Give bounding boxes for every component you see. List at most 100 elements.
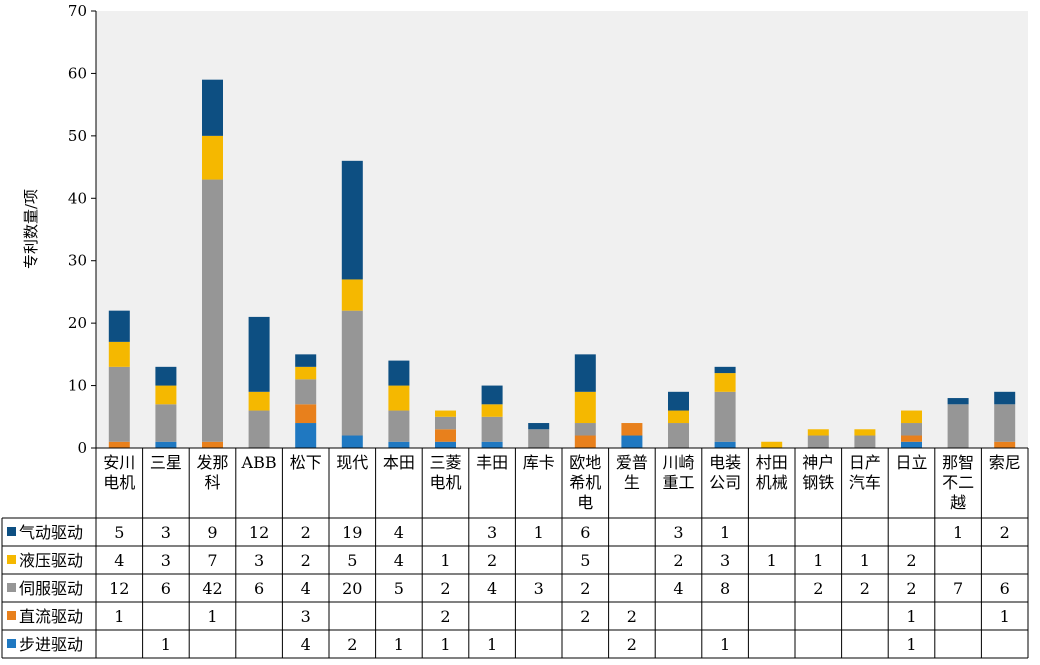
data-label: 1 <box>534 523 544 542</box>
data-label: 2 <box>301 551 311 570</box>
legend-swatch <box>7 611 16 620</box>
category-label: 钢铁 <box>802 473 834 492</box>
bar-segment <box>994 441 1016 448</box>
y-tick-label: 40 <box>68 189 87 207</box>
bar-segment <box>854 429 876 436</box>
bar-segment <box>435 410 456 417</box>
bar-segment <box>155 385 177 405</box>
category-label: 现代 <box>336 453 368 472</box>
bar-segment <box>621 423 643 436</box>
bar-segment <box>947 398 969 405</box>
y-axis: 0 10 20 30 40 50 60 70 <box>68 2 97 457</box>
data-label: 1 <box>1000 607 1010 626</box>
bar-segment <box>388 385 410 411</box>
bar-segment <box>481 416 503 442</box>
data-label: 1 <box>394 635 404 654</box>
bar-segment <box>341 310 363 436</box>
bar-segment <box>435 416 456 430</box>
data-label: 5 <box>347 551 357 570</box>
bar-segment <box>994 391 1016 405</box>
data-label: 1 <box>813 551 823 570</box>
legend-label: 液压驱动 <box>19 551 83 570</box>
data-label: 1 <box>767 551 777 570</box>
data-label: 2 <box>906 551 916 570</box>
bar-segment <box>574 391 596 424</box>
bar-segment <box>435 429 456 442</box>
data-label: 2 <box>673 551 683 570</box>
category-label: 不二 <box>942 473 974 492</box>
data-label: 4 <box>114 551 124 570</box>
data-label: 2 <box>860 579 870 598</box>
category-label: 本田 <box>383 453 415 472</box>
data-label: 6 <box>1000 579 1010 598</box>
data-label: 3 <box>254 551 264 570</box>
bar-segment <box>574 354 596 392</box>
data-label: 8 <box>720 579 730 598</box>
y-tick-label: 70 <box>68 2 87 20</box>
bar-segment <box>248 391 270 411</box>
legend-swatch <box>7 639 16 648</box>
category-label: 日立 <box>895 453 927 472</box>
data-label: 4 <box>487 579 497 598</box>
bar-segment <box>714 366 736 374</box>
bar-segment <box>108 441 130 448</box>
bar-segment <box>901 435 922 442</box>
data-label: 2 <box>440 607 450 626</box>
bar-segment <box>341 160 363 280</box>
data-label: 19 <box>342 523 362 542</box>
bar-segment <box>901 410 922 424</box>
bar-segment <box>341 279 363 311</box>
y-tick-label: 10 <box>68 377 87 395</box>
data-label: 2 <box>487 551 497 570</box>
data-label: 5 <box>114 523 124 542</box>
category-label: 安川 <box>103 453 135 472</box>
category-label: 索尼 <box>989 453 1021 472</box>
bar-segment <box>155 366 177 386</box>
bar-segment <box>481 385 503 405</box>
category-label: 三菱 <box>429 453 461 472</box>
bar-segment <box>621 435 643 448</box>
data-label: 6 <box>161 579 171 598</box>
bar-segment <box>994 404 1016 442</box>
data-label: 3 <box>161 523 171 542</box>
category-label: 三星 <box>150 453 182 472</box>
data-label: 4 <box>301 579 311 598</box>
data-label: 5 <box>394 579 404 598</box>
data-label: 1 <box>906 635 916 654</box>
bar-segment <box>574 423 596 436</box>
legend-swatch <box>7 527 16 536</box>
data-label: 2 <box>580 579 590 598</box>
bar-segment <box>108 341 130 367</box>
legend-label: 伺服驱动 <box>19 579 83 598</box>
category-label: 村田 <box>756 453 788 472</box>
bar-segment <box>714 391 736 442</box>
category-label: 爱普 <box>616 453 648 472</box>
y-tick-label: 30 <box>68 252 87 270</box>
bar-segment <box>668 410 689 424</box>
category-label: 公司 <box>709 473 741 492</box>
bar-segment <box>528 423 550 430</box>
data-label: 6 <box>254 579 264 598</box>
category-label: 欧地 <box>569 453 601 472</box>
bar-segment <box>947 404 969 448</box>
legend-label: 气动驱动 <box>19 523 83 542</box>
category-label: 松下 <box>290 453 322 472</box>
data-label: 5 <box>580 551 590 570</box>
data-label: 3 <box>161 551 171 570</box>
category-label: 川崎 <box>662 453 694 472</box>
bar-segment <box>901 423 922 436</box>
bar-segment <box>574 435 596 448</box>
data-label: 3 <box>720 551 730 570</box>
data-label: 2 <box>627 607 637 626</box>
data-label: 3 <box>301 607 311 626</box>
data-label: 4 <box>394 551 404 570</box>
data-label: 2 <box>580 607 590 626</box>
data-label: 1 <box>487 635 497 654</box>
bar-stacks <box>108 79 1016 448</box>
bar-segment <box>295 354 317 367</box>
data-label: 1 <box>860 551 870 570</box>
category-label: 重工 <box>662 473 694 492</box>
y-tick-label: 0 <box>77 439 87 457</box>
data-label: 4 <box>301 635 311 654</box>
